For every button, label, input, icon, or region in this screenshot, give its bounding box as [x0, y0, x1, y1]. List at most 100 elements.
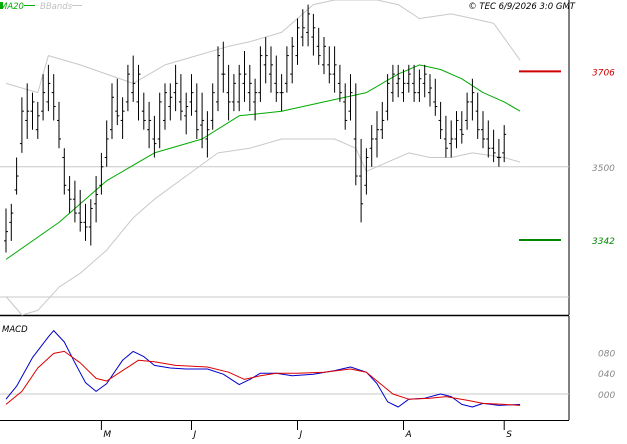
ohlc-bar [157, 92, 162, 149]
ohlc-bar [263, 37, 268, 84]
ohlc-bar [253, 78, 258, 121]
ohlc-bar [189, 74, 194, 116]
ohlc-bar [120, 97, 125, 139]
ohlc-bar [290, 37, 295, 84]
ohlc-bar [343, 83, 348, 130]
ohlc-bar [51, 74, 56, 121]
ohlc-bar [104, 120, 109, 167]
support-level-label: 3342 [592, 237, 615, 247]
ohlc-bar [491, 129, 496, 163]
ohlc-bar [443, 115, 448, 158]
ohlc-bar [295, 18, 300, 65]
ohlc-bar [327, 46, 332, 84]
ohlc-bar [78, 189, 83, 232]
ohlc-bar [25, 83, 30, 139]
ohlc-bar [380, 101, 385, 139]
ohlc-bar [30, 92, 35, 130]
ohlc-bar [385, 74, 390, 121]
ohlc-bar [41, 74, 46, 121]
signal-line [5, 350, 521, 406]
ohlc-bar [184, 92, 189, 135]
ohlc-bar [9, 203, 14, 241]
ohlc-bar [486, 120, 491, 158]
ohlc-bar [152, 115, 157, 158]
ohlc-bar [242, 50, 247, 102]
ohlc-bar [322, 37, 326, 75]
ohlc-bar [72, 180, 77, 223]
ohlc-bar [216, 46, 220, 112]
ohlc-bar [390, 64, 395, 102]
price-axis-labels: 3500 [592, 164, 615, 174]
legend-ma20: MA20 [0, 2, 24, 12]
ohlc-bar [449, 120, 454, 158]
ohlc-bar [194, 83, 199, 139]
ohlc-bar [337, 64, 342, 102]
ohlc-bar [274, 55, 279, 102]
ohlc-bar [200, 92, 205, 149]
ohlc-bar [173, 64, 178, 112]
resistance-level-label: 3706 [592, 68, 615, 78]
macd-axis-labels: 080 040 000 [598, 349, 615, 401]
level-markers: 3706 3342 [519, 68, 615, 247]
macd-tick-label-1: 040 [598, 370, 615, 380]
ohlc-bar [14, 157, 19, 195]
ohlc-bar [163, 83, 167, 130]
ohlc-bar [62, 148, 67, 195]
ohlc-bar [237, 64, 242, 112]
ohlc-bar [125, 64, 130, 112]
ohlc-bar [269, 46, 273, 93]
ohlc-bar [369, 125, 374, 167]
ohlc-bar [496, 138, 501, 167]
price-tick-label-0: 3500 [592, 164, 615, 174]
ohlc-bar [231, 74, 236, 112]
bb-upper-line [5, 0, 521, 94]
ohlc-bar [46, 64, 51, 112]
ohlc-bar [375, 111, 379, 158]
ohlc-bar [454, 111, 459, 149]
ohlc-bar [19, 97, 24, 153]
ohlc-bar [332, 46, 337, 93]
bb-lower-line [5, 138, 521, 316]
ohlc-bar [300, 9, 305, 47]
ohlc-bar [502, 125, 507, 163]
ohlc-bar [210, 83, 215, 130]
legend-bbands: BBands [40, 2, 73, 12]
ohlc-bar [470, 78, 475, 121]
macd-tick-label-2: 000 [598, 391, 615, 401]
ohlc-bar [141, 92, 146, 130]
ohlc-bar [433, 78, 438, 116]
ohlc-bar [115, 78, 120, 126]
ohlc-bar [258, 46, 263, 102]
ohlc-bar [147, 101, 152, 149]
macd-tick-label-0: 080 [598, 349, 615, 359]
ohlc-bar [4, 208, 8, 253]
x-tick-label-3: A [405, 430, 412, 440]
ohlc-bar [306, 4, 311, 47]
ohlc-bar [247, 64, 252, 112]
ohlc-bar [417, 69, 422, 102]
chart-credit: © TEC 6/9/2026 3:0 GMT [468, 2, 576, 12]
ohlc-bars [4, 4, 507, 253]
ohlc-bar [226, 64, 231, 121]
ohlc-bar [94, 176, 99, 223]
macd-panel-title: MACD [2, 325, 28, 335]
ohlc-bar [465, 92, 470, 130]
ohlc-bar [412, 64, 417, 102]
ohlc-bar [316, 27, 321, 65]
ohlc-bar [110, 83, 114, 139]
ohlc-bar [481, 111, 485, 149]
ohlc-bar [83, 203, 88, 241]
ohlc-bar [131, 55, 136, 102]
ohlc-bar [428, 74, 432, 107]
macd-line [5, 330, 521, 408]
ohlc-bar [35, 101, 40, 139]
ohlc-bar [401, 69, 406, 102]
ohlc-bar [57, 101, 61, 149]
x-tick-label-0: M [103, 430, 111, 440]
ohlc-bar [311, 13, 316, 56]
x-tick-label-2: J [298, 430, 303, 440]
ohlc-bar [353, 83, 358, 186]
